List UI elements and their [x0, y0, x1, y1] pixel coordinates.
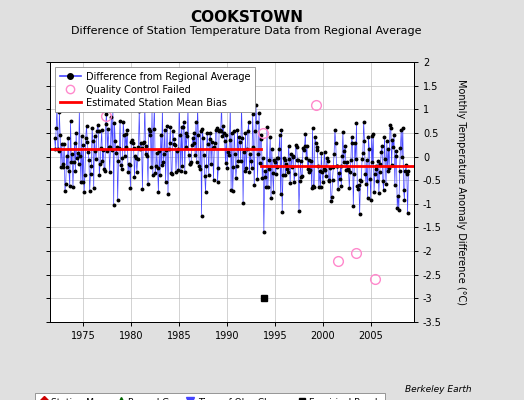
Y-axis label: Monthly Temperature Anomaly Difference (°C): Monthly Temperature Anomaly Difference (…	[456, 79, 466, 305]
Text: Berkeley Earth: Berkeley Earth	[405, 385, 472, 394]
Text: Difference of Station Temperature Data from Regional Average: Difference of Station Temperature Data f…	[71, 26, 421, 36]
Legend: Station Move, Record Gap, Time of Obs. Change, Empirical Break: Station Move, Record Gap, Time of Obs. C…	[35, 393, 385, 400]
Text: COOKSTOWN: COOKSTOWN	[190, 10, 303, 25]
